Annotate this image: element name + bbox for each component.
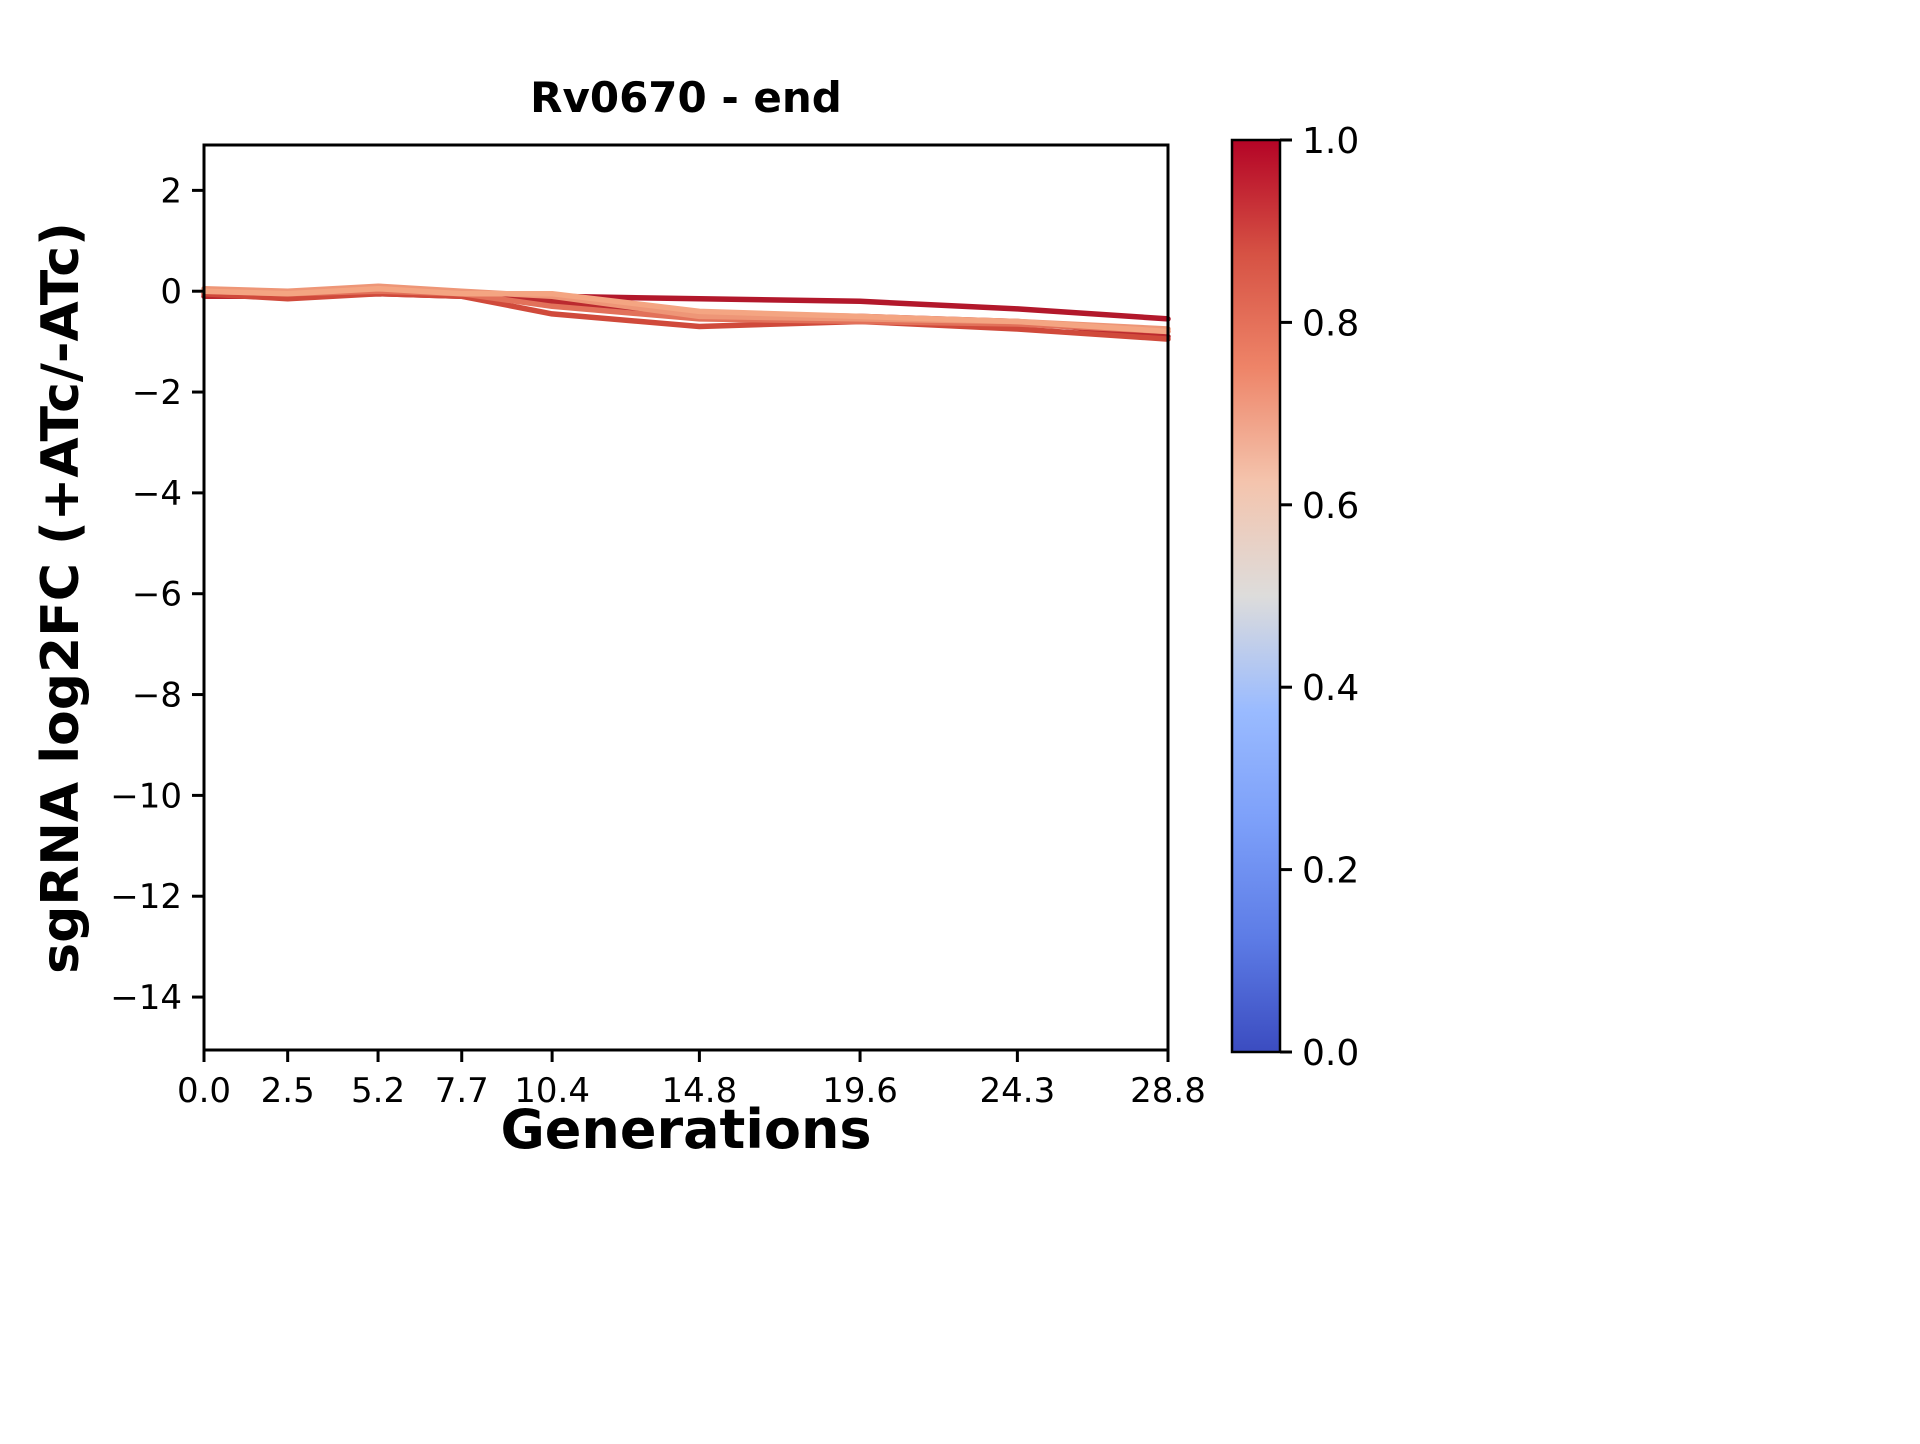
x-tick-label: 10.4 [514, 1071, 590, 1111]
y-axis-label: sgRNA log2FC (+ATc/-ATc) [31, 222, 91, 974]
y-tick-label: 2 [160, 171, 182, 211]
colorbar-ticks: 0.0 0.2 0.4 0.6 0.8 1.0 [1280, 121, 1359, 1074]
y-tick-label: 0 [160, 272, 182, 312]
x-axis-label: Generations [500, 1098, 871, 1161]
y-axis-ticks: 2 0 −2 −4 −6 −8 −10 −12 −14 [110, 171, 204, 1018]
y-tick-label: −10 [110, 776, 182, 816]
x-axis-ticks: 0.0 2.5 5.2 7.7 10.4 14.8 19.6 24.3 28.8 [177, 1050, 1206, 1111]
colorbar-tick-label: 0.2 [1302, 851, 1359, 892]
colorbar-tick-label: 0.0 [1302, 1033, 1359, 1074]
series-line-sgRNA-6 [201, 285, 1171, 335]
y-tick-label: −4 [132, 474, 182, 514]
x-tick-label: 19.6 [822, 1071, 898, 1111]
series-lines [201, 283, 1171, 342]
colorbar-tick-label: 0.6 [1302, 486, 1359, 527]
y-tick-label: −2 [132, 373, 182, 413]
y-tick-label: −12 [110, 877, 182, 917]
x-tick-label: 0.0 [177, 1071, 231, 1111]
colorbar-tick-label: 0.4 [1302, 668, 1359, 709]
colorbar-tick-label: 1.0 [1302, 121, 1359, 162]
colorbar [1230, 138, 1282, 1054]
y-tick-label: −6 [132, 575, 182, 615]
colorbar-tick-label: 0.8 [1302, 303, 1359, 344]
y-tick-label: −8 [132, 676, 182, 716]
series-line-sgRNA-3 [201, 290, 1171, 342]
x-tick-label: 5.2 [351, 1071, 405, 1111]
chart-title: Rv0670 - end [530, 73, 842, 122]
x-tick-label: 14.8 [662, 1071, 738, 1111]
y-tick-label: −14 [110, 978, 182, 1018]
x-tick-label: 7.7 [435, 1071, 489, 1111]
x-tick-label: 28.8 [1130, 1071, 1206, 1111]
plot-border [202, 143, 1170, 1052]
x-tick-label: 24.3 [980, 1071, 1056, 1111]
x-tick-label: 2.5 [261, 1071, 315, 1111]
